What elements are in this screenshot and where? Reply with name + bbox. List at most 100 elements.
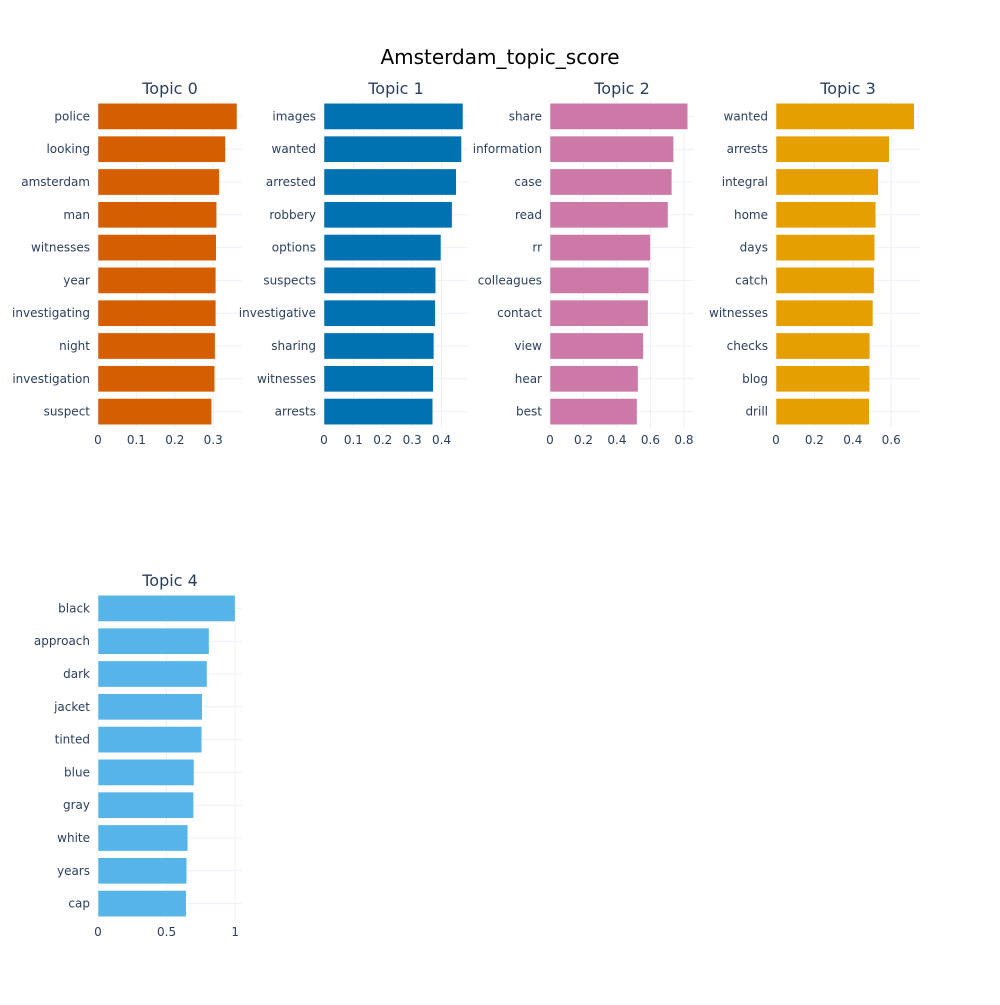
bar xyxy=(97,791,194,819)
category-label: images xyxy=(272,109,316,123)
category-label: options xyxy=(272,241,316,255)
panel-topic-4: Topic 4 black approach dark jacket tinted blue… xyxy=(34,571,242,939)
bar xyxy=(323,234,442,261)
x-tick-label: 0.4 xyxy=(843,433,862,447)
category-label: night xyxy=(59,339,90,353)
main-title: Amsterdam_topic_score xyxy=(380,45,619,69)
panel-title: Topic 4 xyxy=(141,571,198,590)
bar xyxy=(97,890,187,917)
x-tick-label: 0.8 xyxy=(674,433,693,447)
bar xyxy=(549,267,650,294)
bar xyxy=(549,135,674,163)
bar xyxy=(549,365,639,393)
panel-topic-1: Topic 1 images wanted arrested robbery option… xyxy=(239,79,468,447)
bar xyxy=(549,103,689,130)
bar xyxy=(549,398,638,425)
bar xyxy=(97,168,220,196)
category-label: checks xyxy=(727,339,768,353)
category-label: rr xyxy=(532,241,542,255)
x-tick-label: 0 xyxy=(94,925,102,939)
category-label: witnesses xyxy=(257,372,316,386)
category-label: suspects xyxy=(263,273,316,287)
x-tick-label: 0.2 xyxy=(805,433,824,447)
category-label: cap xyxy=(68,897,90,911)
bar xyxy=(97,627,210,655)
panel-title: Topic 3 xyxy=(819,79,876,98)
bar xyxy=(323,168,457,196)
bar xyxy=(323,201,453,229)
x-tick-label: 0.6 xyxy=(882,433,901,447)
bar xyxy=(97,693,203,721)
x-tick-label: 0.2 xyxy=(373,433,392,447)
bar xyxy=(323,299,436,327)
panel-topic-0: Topic 0 police looking amsterdam man witnesse… xyxy=(12,79,242,447)
panel-title: Topic 1 xyxy=(367,79,424,98)
category-label: gray xyxy=(63,798,90,812)
bar xyxy=(97,759,195,786)
panel-title: Topic 2 xyxy=(593,79,650,98)
category-label: blog xyxy=(742,372,768,386)
x-tick-label: 0.4 xyxy=(607,433,626,447)
category-label: view xyxy=(514,339,542,353)
category-label: tinted xyxy=(55,733,90,747)
bar xyxy=(97,201,217,229)
x-tick-label: 0.6 xyxy=(641,433,660,447)
x-tick-label: 0 xyxy=(320,433,328,447)
category-label: police xyxy=(54,109,90,123)
bar xyxy=(323,398,433,425)
category-label: sharing xyxy=(271,339,316,353)
panel-topic-2: Topic 2 share information case read rr colleag… xyxy=(473,79,694,447)
category-label: arrests xyxy=(727,142,768,156)
category-label: best xyxy=(516,405,542,419)
category-label: white xyxy=(57,831,90,845)
bar xyxy=(97,824,189,852)
category-label: jacket xyxy=(53,700,90,714)
x-tick-label: 0 xyxy=(772,433,780,447)
bar xyxy=(97,299,217,327)
x-tick-label: 0.5 xyxy=(157,925,176,939)
category-label: hear xyxy=(515,372,542,386)
bar xyxy=(775,398,870,425)
panel-title: Topic 0 xyxy=(141,79,198,98)
category-label: looking xyxy=(46,142,90,156)
x-tick-label: 0.2 xyxy=(574,433,593,447)
category-label: witnesses xyxy=(709,306,768,320)
bar xyxy=(97,234,217,261)
category-label: black xyxy=(58,601,90,615)
bar xyxy=(775,299,874,327)
x-tick-label: 0.3 xyxy=(403,433,422,447)
category-label: colleagues xyxy=(478,273,542,287)
bar xyxy=(97,365,215,393)
bar xyxy=(97,267,217,294)
x-tick-label: 0.2 xyxy=(165,433,184,447)
category-label: share xyxy=(509,109,542,123)
bar xyxy=(775,135,890,163)
category-label: catch xyxy=(735,273,768,287)
category-label: investigating xyxy=(12,306,90,320)
x-tick-label: 0 xyxy=(546,433,554,447)
category-label: blue xyxy=(64,765,90,779)
category-label: wanted xyxy=(272,142,316,156)
bar xyxy=(549,332,644,360)
x-tick-label: 0.4 xyxy=(432,433,451,447)
category-label: suspect xyxy=(44,405,91,419)
bar xyxy=(775,103,915,130)
x-tick-label: 0.1 xyxy=(344,433,363,447)
x-tick-label: 1 xyxy=(231,925,239,939)
category-label: information xyxy=(473,142,542,156)
category-label: home xyxy=(734,208,768,222)
bar xyxy=(775,267,875,294)
category-label: years xyxy=(57,864,90,878)
category-label: amsterdam xyxy=(21,175,90,189)
bar xyxy=(775,168,879,196)
bar xyxy=(549,201,669,229)
bar xyxy=(97,660,208,688)
category-label: robbery xyxy=(269,208,316,222)
bar xyxy=(97,726,203,753)
category-label: wanted xyxy=(724,109,768,123)
bar xyxy=(775,365,870,393)
category-label: witnesses xyxy=(31,241,90,255)
bar xyxy=(97,398,212,425)
